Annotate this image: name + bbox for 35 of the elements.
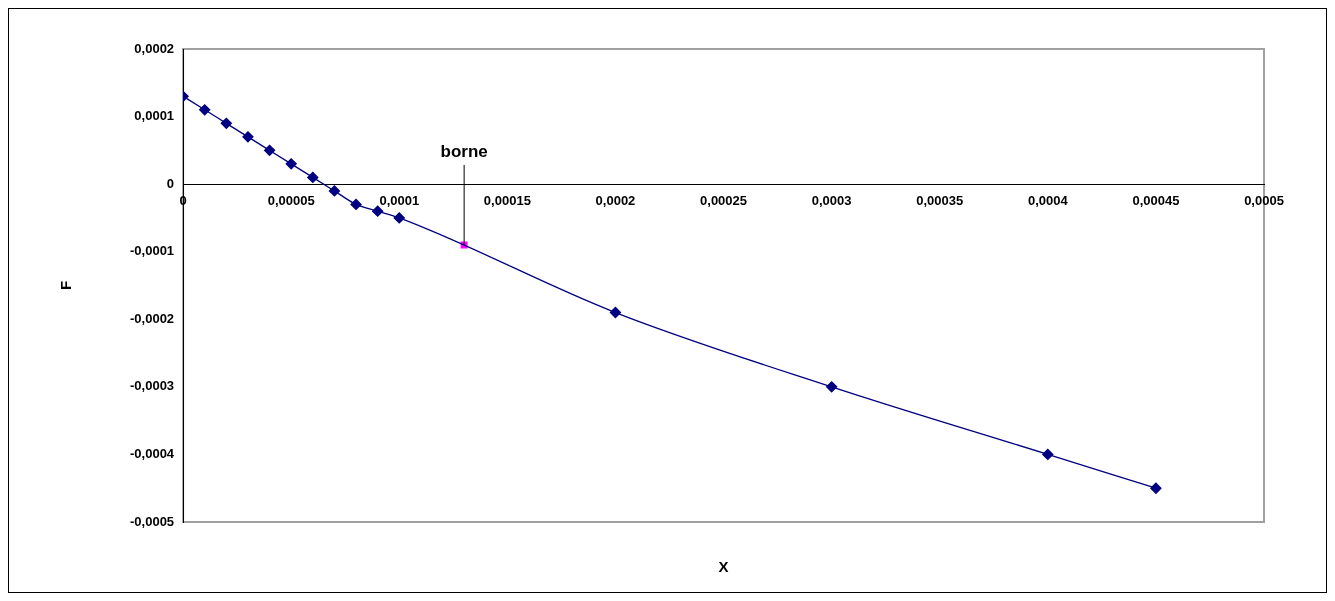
point [242, 131, 254, 143]
point [372, 205, 384, 217]
point [350, 198, 362, 211]
point [1150, 482, 1162, 494]
point [220, 117, 232, 129]
annotation: borne [440, 142, 488, 162]
x-tick-label: 0,00005 [267, 192, 315, 208]
x-tick-label: 0,0002 [595, 192, 636, 208]
point [609, 306, 622, 319]
x-tick-label: 0,00045 [1132, 192, 1180, 208]
y-tick-label: 0,0001 [134, 108, 175, 124]
y-tick-label: 0 [166, 175, 175, 191]
x-tick-label: 0,0005 [1244, 192, 1284, 208]
point [285, 158, 297, 170]
x-tick-label: 0,00035 [916, 192, 964, 208]
point [825, 381, 838, 393]
y-tick-label: -0,0002 [130, 310, 175, 326]
x-tick-label: 0,0003 [811, 192, 852, 208]
point [263, 144, 276, 157]
y-tick-label: -0,0004 [130, 446, 175, 462]
y-tick-label: 0,0002 [134, 40, 175, 56]
point [393, 212, 405, 224]
y-tick-label: -0,0003 [130, 378, 175, 394]
point [328, 185, 341, 197]
point [1042, 448, 1054, 461]
y-tick-label: -0,0005 [130, 513, 175, 529]
x-tick-label: 0,00015 [483, 192, 531, 208]
x-tick-label: 0,0001 [379, 192, 420, 208]
point [199, 104, 211, 116]
x-tick-label: 0,00025 [700, 192, 748, 208]
y-tick-label: -0,0001 [130, 243, 175, 259]
point [307, 171, 319, 184]
x-tick-label: 0,0004 [1027, 192, 1069, 208]
y-axis-title: F [57, 280, 75, 291]
x-axis-title: X [718, 558, 729, 575]
